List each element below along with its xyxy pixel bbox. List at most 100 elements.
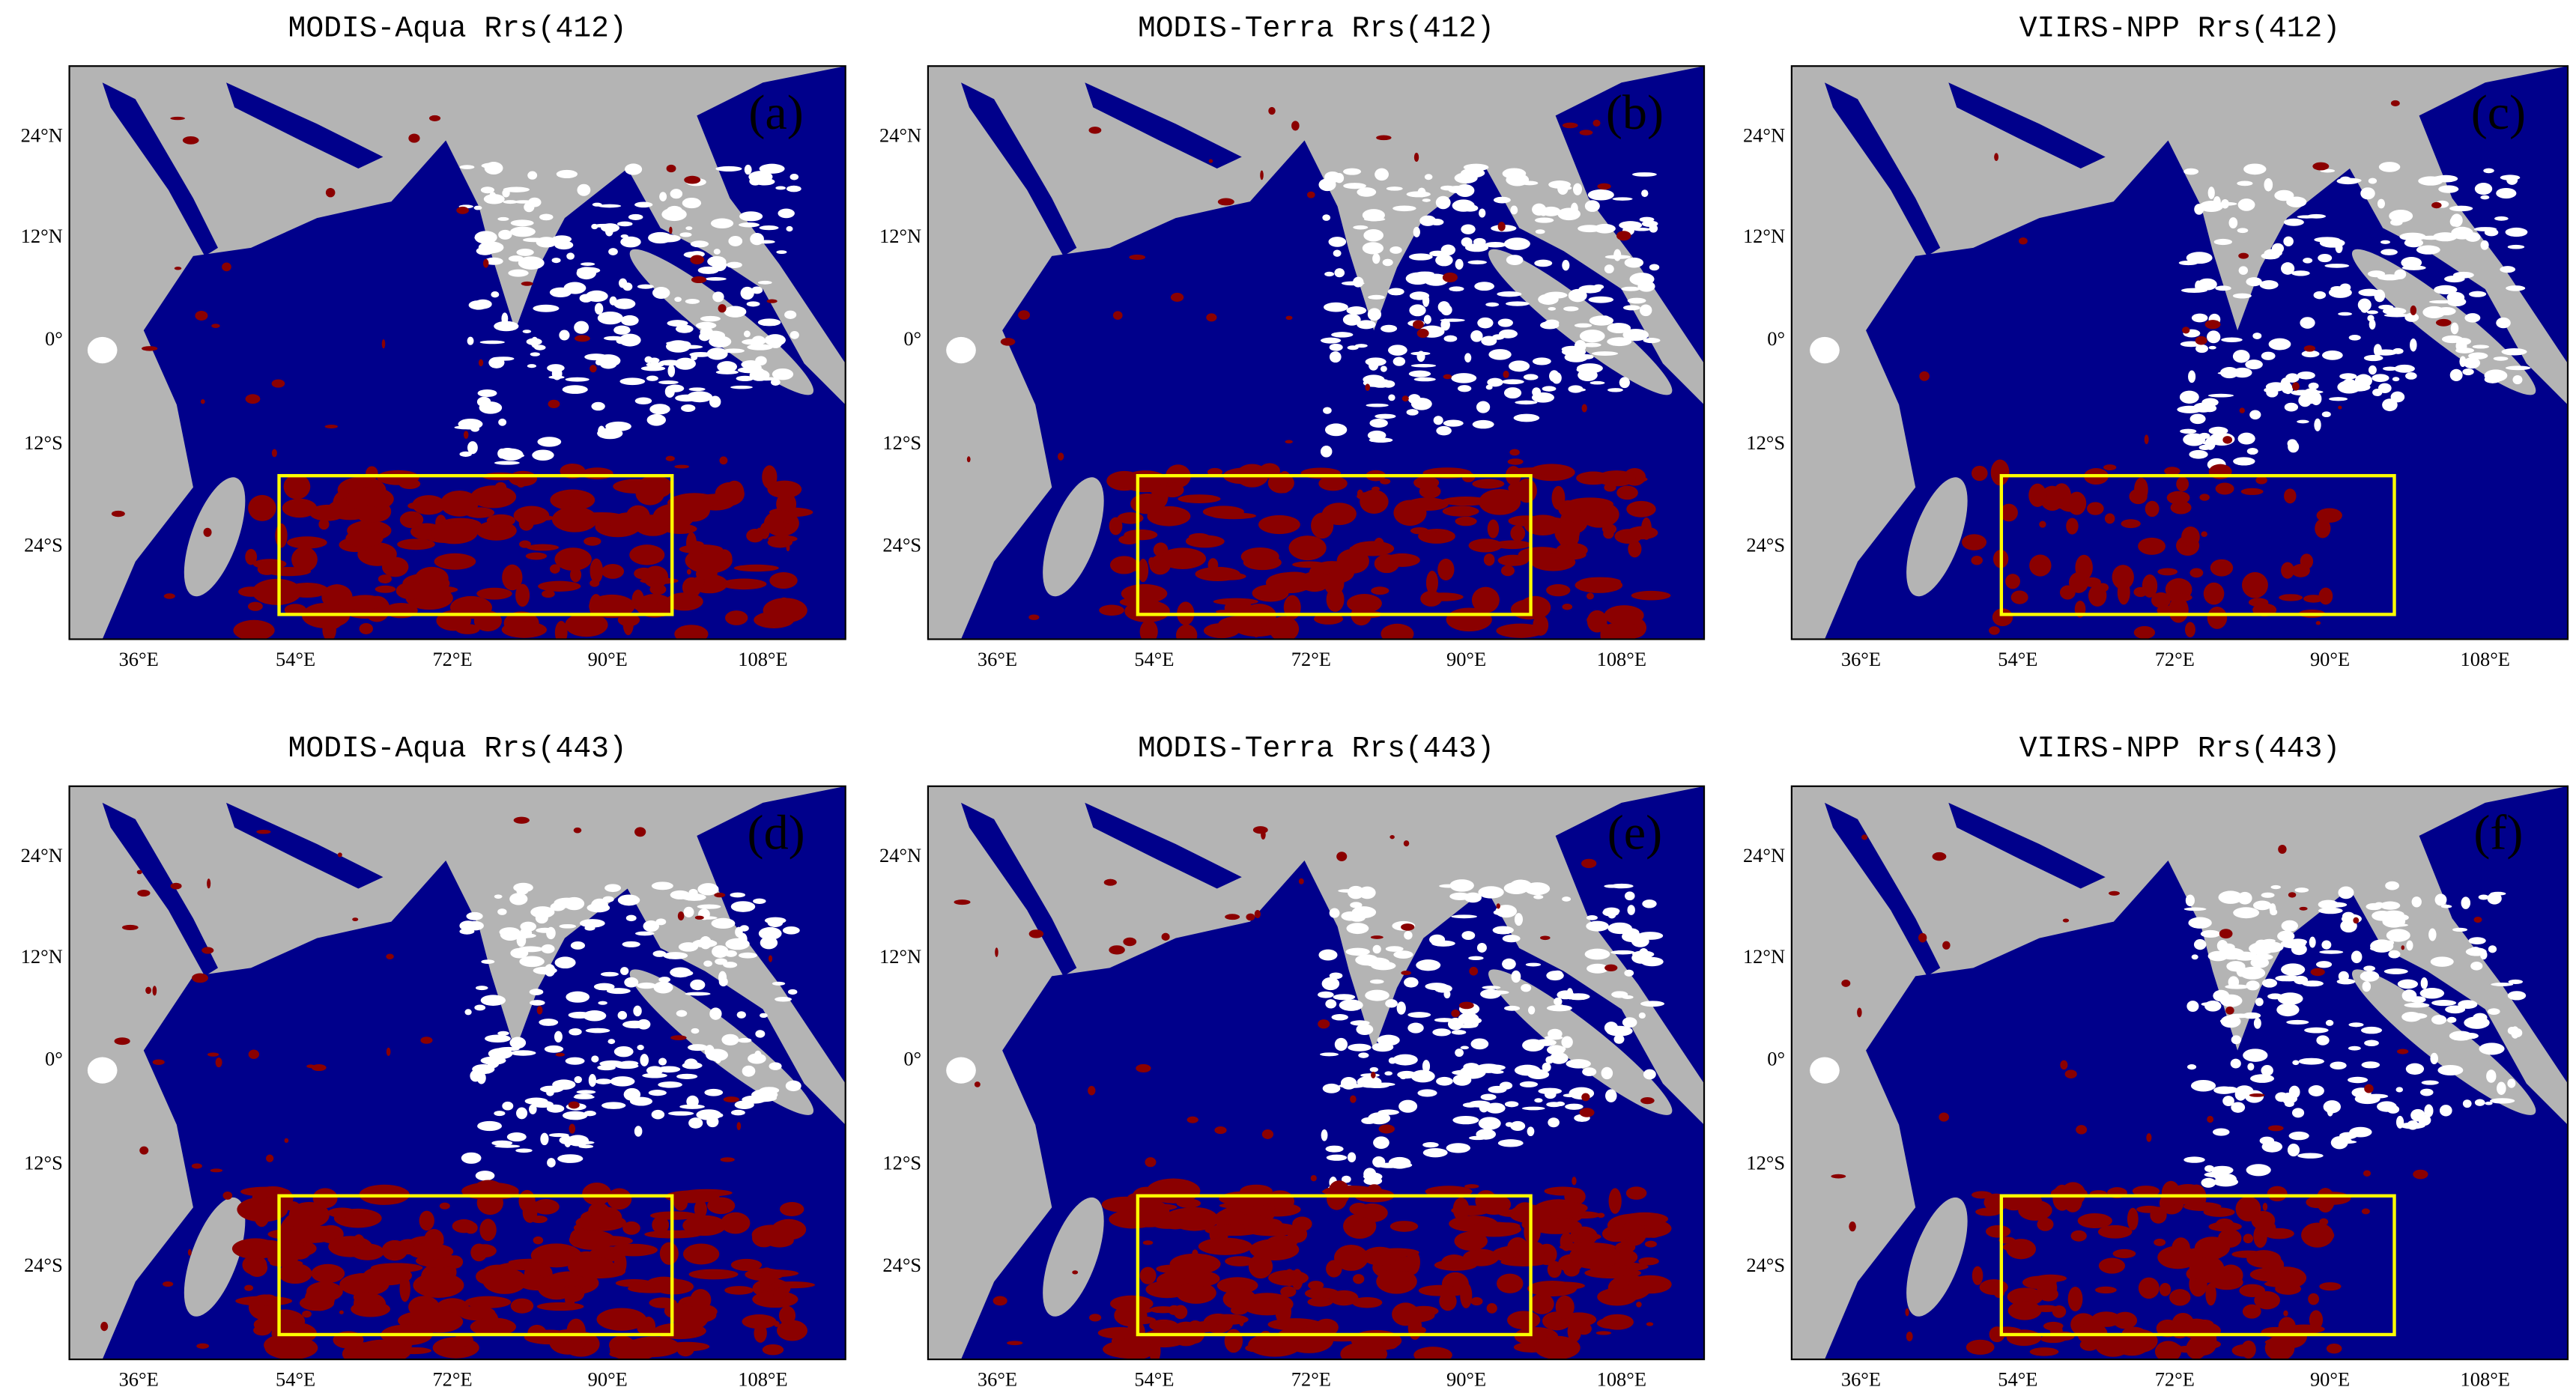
no-data-patch <box>476 1072 486 1084</box>
no-data-patch <box>516 1107 528 1120</box>
high-value-patch <box>2189 1255 2225 1282</box>
no-data-patch <box>1341 281 1365 286</box>
no-data-patch <box>1410 1069 1435 1083</box>
no-data-patch <box>2404 1002 2430 1008</box>
no-data-patch <box>2383 366 2398 371</box>
no-data-patch <box>1343 168 1362 175</box>
high-value-patch <box>2208 1222 2242 1232</box>
no-data-patch <box>710 218 734 229</box>
lat-label: 12°S <box>24 431 63 454</box>
no-data-patch <box>2259 280 2279 290</box>
no-data-patch <box>2252 333 2262 339</box>
no-data-patch <box>1426 961 1440 968</box>
no-data-patch <box>667 320 688 327</box>
no-data-patch <box>562 385 588 394</box>
no-data-patch <box>477 1120 503 1132</box>
high-value-patch <box>2161 1180 2180 1206</box>
high-value-patch <box>2184 622 2195 638</box>
no-data-patch <box>530 906 555 918</box>
high-value-patch <box>2121 519 2141 529</box>
map-content <box>927 786 1705 1360</box>
no-data-patch <box>2368 365 2377 375</box>
high-value-patch <box>2435 318 2452 327</box>
no-data-patch <box>547 1158 556 1168</box>
no-data-patch <box>595 359 604 365</box>
no-data-patch <box>492 356 515 361</box>
high-value-patch <box>2264 1222 2276 1235</box>
no-data-patch <box>527 171 538 180</box>
no-data-patch <box>522 330 532 333</box>
no-data-patch <box>699 332 711 342</box>
no-data-patch <box>2208 345 2216 350</box>
no-data-patch <box>723 348 745 353</box>
no-data-patch <box>541 944 555 954</box>
no-data-patch <box>459 165 475 169</box>
no-data-patch <box>2243 163 2267 175</box>
high-value-patch <box>779 1201 804 1216</box>
no-data-patch <box>503 200 518 204</box>
high-value-patch <box>1381 623 1414 640</box>
high-value-patch <box>309 504 345 521</box>
high-value-patch <box>1592 119 1601 127</box>
no-data-patch <box>2188 370 2196 383</box>
no-data-patch <box>1511 970 1521 983</box>
high-value-patch <box>733 564 779 572</box>
high-value-patch <box>1555 1295 1575 1319</box>
high-value-patch <box>2136 1205 2162 1213</box>
no-data-patch <box>622 941 640 947</box>
high-value-patch <box>482 1311 499 1329</box>
map-panel: (b)24°N12°N0°12°S24°S36°E 54°E 72°E 90°E 108… <box>879 65 1706 670</box>
no-data-patch <box>1345 947 1370 956</box>
no-data-patch <box>2261 1141 2283 1153</box>
no-data-patch <box>2463 1033 2479 1040</box>
lon-label: 72°E <box>1291 1368 1331 1390</box>
high-value-patch <box>1268 616 1278 623</box>
high-value-patch <box>1527 1281 1578 1297</box>
high-value-patch <box>513 506 550 525</box>
no-data-patch <box>502 1101 514 1111</box>
high-value-patch <box>1333 1244 1369 1271</box>
high-value-patch <box>2005 574 2021 589</box>
high-value-patch <box>1579 130 1593 136</box>
high-value-patch <box>1979 1279 2008 1296</box>
no-data-patch <box>1478 1117 1501 1130</box>
no-data-patch <box>2183 433 2206 446</box>
high-value-patch <box>574 335 590 342</box>
no-data-patch <box>742 1065 756 1077</box>
no-data-patch <box>2462 1099 2472 1108</box>
no-data-patch <box>2337 380 2361 394</box>
high-value-patch <box>476 587 512 600</box>
no-data-patch <box>2213 238 2232 246</box>
no-data-patch <box>2484 369 2508 382</box>
high-value-patch <box>2133 626 2156 640</box>
high-value-patch <box>1575 1233 1601 1241</box>
no-data-patch <box>1409 304 1426 317</box>
no-data-patch <box>2191 313 2208 323</box>
no-data-patch <box>1404 931 1413 940</box>
high-value-patch <box>253 1202 270 1227</box>
no-data-patch <box>2186 252 2213 264</box>
high-value-patch <box>721 1212 751 1234</box>
no-data-patch <box>1424 174 1433 180</box>
high-value-patch <box>1260 170 1264 180</box>
no-data-patch <box>2191 954 2198 960</box>
high-value-patch <box>2315 621 2321 625</box>
high-value-patch <box>1530 1218 1582 1234</box>
no-data-patch <box>1504 1101 1519 1108</box>
high-value-patch <box>1252 826 1268 834</box>
no-data-patch <box>2183 168 2199 175</box>
high-value-patch <box>1401 923 1415 931</box>
high-value-patch <box>742 1314 777 1329</box>
no-data-patch <box>676 1073 698 1079</box>
no-data-patch <box>554 897 581 908</box>
high-value-patch <box>2043 1321 2064 1331</box>
map-frame <box>68 785 846 1361</box>
high-value-patch <box>339 1310 344 1314</box>
high-value-patch <box>1118 535 1140 544</box>
no-data-patch <box>604 884 622 893</box>
high-value-patch <box>1268 106 1276 115</box>
high-value-patch <box>431 521 478 544</box>
high-value-patch <box>1148 556 1155 567</box>
no-data-patch <box>1356 1024 1374 1036</box>
high-value-patch <box>635 481 665 506</box>
